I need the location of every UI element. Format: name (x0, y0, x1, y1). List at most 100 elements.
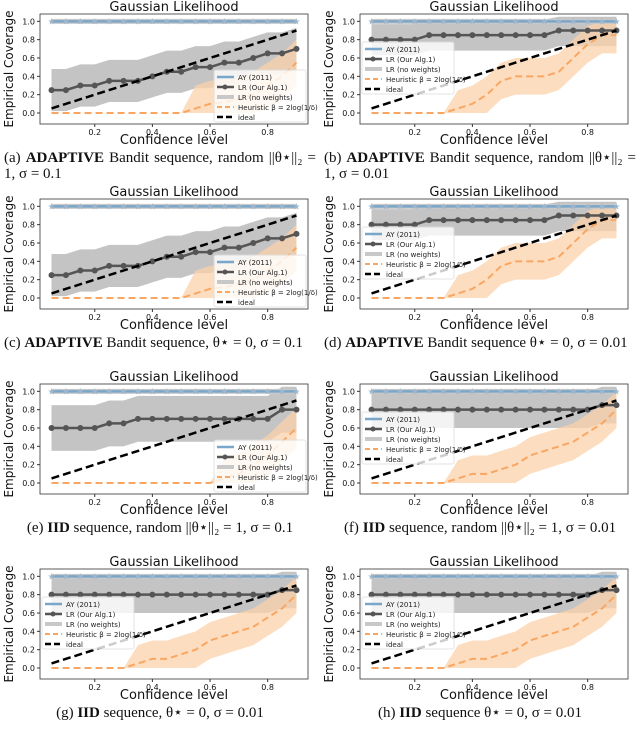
ay-2011-marker: ★ (512, 202, 520, 212)
y-tick-label: 1.0 (22, 202, 35, 211)
y-tick-label: 0.4 (342, 627, 355, 636)
ay-2011-marker: ★ (134, 572, 142, 582)
ay-2011-marker: ★ (367, 572, 375, 582)
lr-marker (382, 591, 389, 598)
heuristic-confidence-band (371, 206, 617, 298)
lr-marker (250, 240, 257, 246)
lr-marker (382, 36, 389, 43)
y-tick-label: 0.6 (342, 609, 355, 618)
lr-marker (293, 230, 300, 237)
x-tick-label: 0.6 (524, 128, 537, 137)
ay-2011-marker: ★ (526, 202, 534, 212)
lr-marker (48, 272, 55, 279)
ay-2011-marker: ★ (555, 572, 563, 582)
x-tick-label: 0.8 (261, 683, 274, 692)
heuristic-confidence-band (371, 391, 617, 483)
caption-text: sequence θ⋆ = 0, σ = 0.01 (425, 705, 583, 721)
ay-2011-marker: ★ (292, 387, 300, 397)
ay-2011-marker: ★ (396, 17, 404, 27)
lr-marker (106, 77, 113, 84)
subfigure-c: Gaussian Likelihood Confidence level Empir… (0, 185, 320, 370)
y-tick-label: 0.0 (342, 109, 355, 118)
lr-marker (62, 87, 69, 94)
legend-entry: ideal (238, 299, 255, 307)
y-tick-label: 1.0 (342, 202, 355, 211)
ay-2011-marker: ★ (163, 202, 171, 212)
ay-2011-marker: ★ (425, 387, 433, 397)
ideal-line (371, 29, 617, 110)
legend-entry: Heuristic β = 2log(1/δ) (386, 446, 466, 454)
ay-2011-marker: ★ (540, 17, 548, 27)
legend-entry: LR (no weights) (66, 621, 121, 629)
ay-2011-marker: ★ (177, 202, 185, 212)
chart-h: Gaussian Likelihood Confidence level Empir… (322, 555, 629, 703)
ay-2011-marker: ★ (47, 202, 55, 212)
ay-2011-marker: ★ (148, 17, 156, 27)
lr-marker (555, 27, 562, 34)
ay-2011-marker: ★ (497, 572, 505, 582)
ay-2011-marker: ★ (120, 202, 128, 212)
x-tick-label: 0.4 (146, 498, 159, 507)
ay-2011-marker: ★ (612, 387, 620, 397)
ay-2011-marker: ★ (105, 17, 113, 27)
lr-marker (541, 32, 548, 39)
lr-marker (440, 217, 447, 224)
y-tick-label: 1.0 (22, 572, 35, 581)
ay-2011-marker: ★ (440, 572, 448, 582)
ay-2011-marker: ★ (598, 387, 606, 397)
ay-2011-marker: ★ (569, 17, 577, 27)
lr-marker (134, 591, 141, 598)
x-tick-label: 0.8 (581, 313, 594, 322)
y-axis-label: Empirical Coverage (322, 380, 336, 497)
x-tick-label: 0.4 (466, 498, 479, 507)
y-tick-label: 0.2 (342, 276, 355, 285)
lr-marker (235, 591, 242, 598)
lr-marker (454, 406, 461, 413)
ay-2011-marker: ★ (148, 572, 156, 582)
lr-confidence-band (51, 27, 297, 112)
caption-text: Bandit sequence, θ⋆ = 0, σ = 0.1 (106, 335, 304, 351)
x-axis-label: Confidence level (120, 688, 228, 703)
legend-marker (370, 426, 376, 432)
ay-2011-marker: ★ (192, 202, 200, 212)
legend: AY (2011) LR (Our Alg.1) LR (no weights) He… (41, 596, 146, 650)
ay-2011-marker: ★ (367, 17, 375, 27)
lr-marker (512, 591, 519, 598)
heuristic-confidence-band (371, 21, 617, 113)
legend-entry: LR (no weights) (386, 66, 441, 74)
x-axis-label: Confidence level (120, 133, 228, 148)
lr-marker (77, 591, 84, 598)
y-tick-label: 0.0 (22, 664, 35, 673)
y-tick-label: 0.4 (342, 72, 355, 81)
ay-2011-marker: ★ (249, 387, 257, 397)
lr-marker (541, 591, 548, 598)
ay-2011-marker: ★ (264, 572, 272, 582)
ay-2011-marker: ★ (292, 202, 300, 212)
lr-marker (483, 32, 490, 39)
ay-2011-marker: ★ (468, 17, 476, 27)
lr-marker (106, 591, 113, 598)
lr-marker (207, 64, 214, 71)
subfigure-g: Gaussian Likelihood Confidence level Empir… (0, 555, 320, 740)
y-tick-label: 0.0 (342, 479, 355, 488)
caption-text: Bandit sequence, random ||θ⋆||₂ = 1, σ =… (4, 150, 316, 182)
ay-2011-marker: ★ (540, 572, 548, 582)
lr-marker (440, 591, 447, 598)
caption-label: (e) (26, 520, 44, 536)
x-tick-label: 0.4 (146, 683, 159, 692)
ideal-line (371, 214, 617, 295)
y-tick-label: 0.6 (22, 54, 35, 63)
legend: AY (2011) LR (Our Alg.1) LR (no weights) He… (213, 254, 318, 308)
lr-marker (192, 64, 199, 71)
lr-marker (426, 406, 433, 413)
y-axis-label: Empirical Coverage (322, 10, 336, 127)
lr-marker (426, 32, 433, 39)
lr-marker (221, 591, 228, 598)
legend-entry: LR (no weights) (238, 279, 293, 287)
caption-label: (f) (343, 520, 359, 536)
ay-2011-marker: ★ (598, 17, 606, 27)
ay-2011-marker: ★ (91, 202, 99, 212)
lr-marker (498, 591, 505, 598)
ay-2011-marker: ★ (278, 202, 286, 212)
y-tick-label: 1.0 (342, 17, 355, 26)
